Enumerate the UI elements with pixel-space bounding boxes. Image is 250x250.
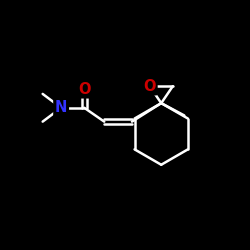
Text: O: O [78,82,90,97]
Text: O: O [144,79,156,94]
Text: N: N [55,100,67,115]
